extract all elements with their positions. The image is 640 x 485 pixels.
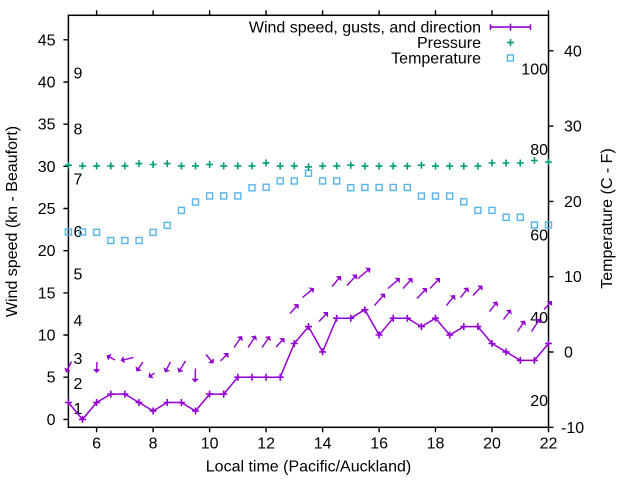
svg-text:4: 4 [74, 313, 83, 330]
svg-text:18: 18 [427, 436, 445, 453]
svg-text:20: 20 [564, 194, 582, 211]
svg-text:Temperature (C - F): Temperature (C - F) [599, 148, 616, 288]
svg-text:0: 0 [564, 345, 573, 362]
svg-text:1: 1 [74, 401, 83, 418]
svg-text:Wind speed (kn - Beaufort): Wind speed (kn - Beaufort) [4, 126, 21, 317]
svg-text:16: 16 [370, 436, 388, 453]
svg-text:60: 60 [530, 228, 548, 245]
svg-text:12: 12 [257, 436, 275, 453]
svg-text:15: 15 [38, 285, 56, 302]
svg-text:20: 20 [483, 436, 501, 453]
svg-text:30: 30 [38, 159, 56, 176]
svg-text:14: 14 [314, 436, 332, 453]
svg-text:25: 25 [38, 201, 56, 218]
svg-text:2: 2 [74, 376, 83, 393]
svg-text:Pressure: Pressure [417, 35, 481, 52]
svg-text:22: 22 [540, 436, 558, 453]
svg-text:10: 10 [201, 436, 219, 453]
svg-text:45: 45 [38, 32, 56, 49]
svg-text:6: 6 [74, 224, 83, 241]
svg-text:7: 7 [74, 172, 83, 189]
svg-text:3: 3 [74, 351, 83, 368]
svg-text:0: 0 [47, 412, 56, 429]
svg-text:Local time (Pacific/Auckland): Local time (Pacific/Auckland) [206, 459, 411, 476]
svg-text:5: 5 [74, 267, 83, 284]
svg-text:100: 100 [521, 61, 548, 78]
svg-text:-10: -10 [561, 420, 584, 437]
svg-text:20: 20 [530, 393, 548, 410]
svg-text:9: 9 [74, 66, 83, 83]
svg-text:6: 6 [92, 436, 101, 453]
svg-text:80: 80 [530, 142, 548, 159]
svg-text:8: 8 [149, 436, 158, 453]
svg-text:30: 30 [564, 119, 582, 136]
svg-text:5: 5 [47, 370, 56, 387]
svg-text:10: 10 [38, 328, 56, 345]
svg-text:Temperature: Temperature [391, 51, 481, 68]
svg-text:8: 8 [74, 122, 83, 139]
svg-text:10: 10 [564, 269, 582, 286]
svg-text:Wind speed, gusts, and directi: Wind speed, gusts, and direction [249, 20, 481, 37]
svg-text:35: 35 [38, 117, 56, 134]
svg-text:40: 40 [564, 43, 582, 60]
svg-text:20: 20 [38, 243, 56, 260]
svg-text:40: 40 [38, 75, 56, 92]
